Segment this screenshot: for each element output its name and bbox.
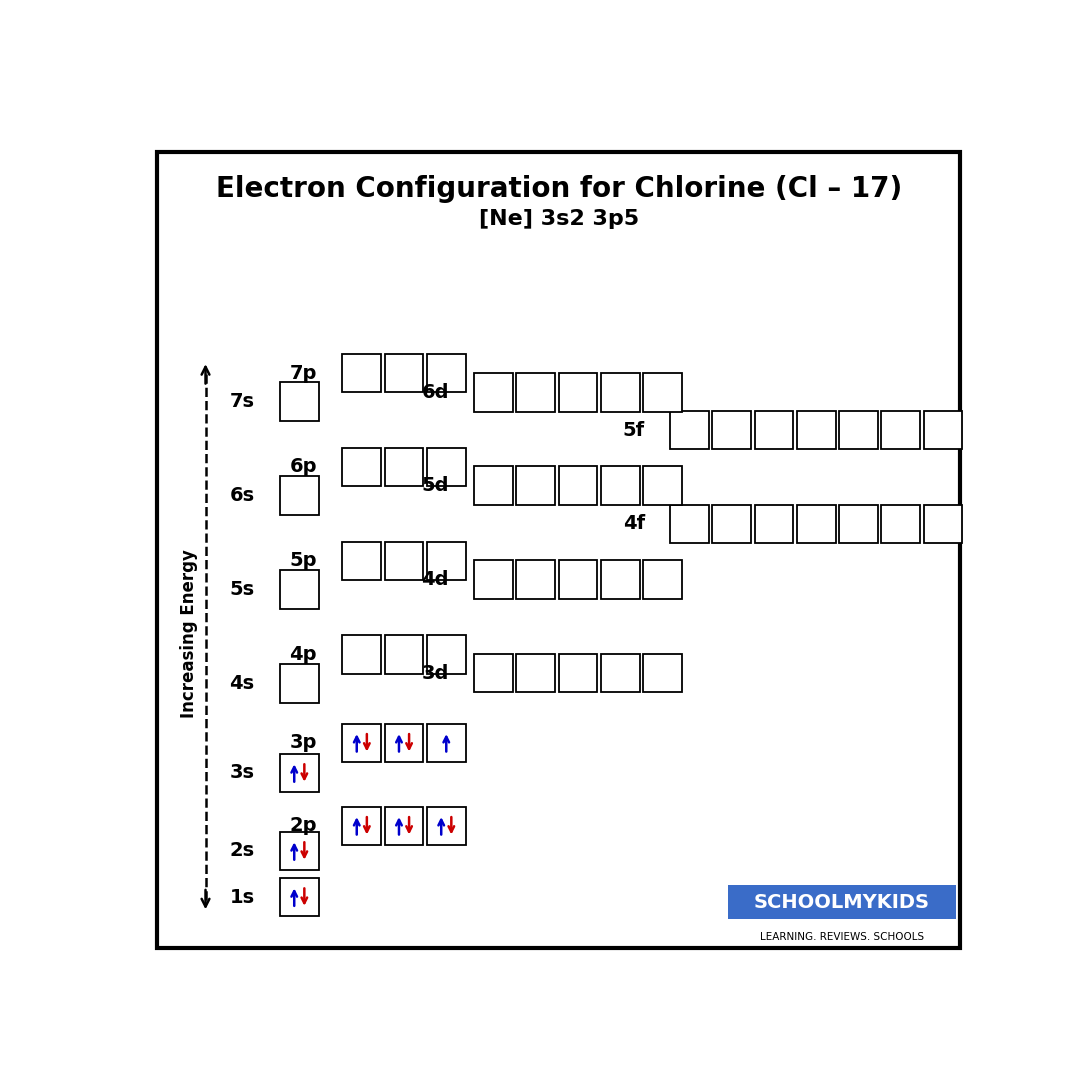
- Bar: [670, 504, 708, 543]
- Text: 7s: 7s: [230, 392, 255, 411]
- Text: 3s: 3s: [230, 763, 255, 783]
- Text: 7p: 7p: [290, 364, 317, 382]
- Bar: [342, 723, 381, 762]
- Text: 6p: 6p: [290, 457, 317, 476]
- Bar: [385, 448, 423, 486]
- Bar: [385, 807, 423, 845]
- Bar: [342, 636, 381, 674]
- Bar: [280, 878, 318, 916]
- Bar: [559, 374, 597, 412]
- Bar: [517, 374, 555, 412]
- Bar: [601, 560, 640, 599]
- Bar: [643, 466, 682, 504]
- Text: 2p: 2p: [290, 817, 317, 835]
- Bar: [839, 504, 877, 543]
- Text: 6d: 6d: [422, 383, 449, 402]
- Bar: [474, 560, 513, 599]
- Text: 4d: 4d: [422, 570, 449, 589]
- Text: 4p: 4p: [290, 646, 317, 664]
- Bar: [559, 466, 597, 504]
- Text: 5s: 5s: [229, 579, 255, 599]
- Bar: [280, 754, 318, 793]
- Bar: [474, 653, 513, 693]
- Bar: [754, 504, 794, 543]
- Bar: [643, 653, 682, 693]
- Bar: [643, 374, 682, 412]
- Bar: [923, 504, 962, 543]
- Bar: [427, 448, 465, 486]
- Bar: [839, 411, 877, 450]
- Bar: [754, 411, 794, 450]
- Bar: [342, 354, 381, 392]
- Bar: [385, 354, 423, 392]
- Bar: [280, 382, 318, 420]
- Text: Electron Configuration for Chlorine (Cl – 17): Electron Configuration for Chlorine (Cl …: [216, 175, 901, 204]
- Text: 4f: 4f: [622, 514, 645, 534]
- Text: [Ne] 3s2 3p5: [Ne] 3s2 3p5: [479, 209, 639, 229]
- Bar: [923, 411, 962, 450]
- Bar: [427, 541, 465, 580]
- Text: 3d: 3d: [422, 663, 449, 683]
- Bar: [517, 560, 555, 599]
- Bar: [713, 504, 751, 543]
- Text: 5f: 5f: [622, 420, 645, 440]
- Bar: [385, 723, 423, 762]
- Bar: [342, 807, 381, 845]
- Bar: [517, 653, 555, 693]
- Text: 1s: 1s: [229, 888, 255, 907]
- Text: 5d: 5d: [422, 476, 449, 494]
- Text: Increasing Energy: Increasing Energy: [180, 549, 197, 719]
- Bar: [427, 354, 465, 392]
- Bar: [559, 560, 597, 599]
- Bar: [797, 504, 836, 543]
- Bar: [342, 541, 381, 580]
- Bar: [474, 466, 513, 504]
- Bar: [280, 664, 318, 702]
- Bar: [728, 885, 956, 919]
- Bar: [601, 653, 640, 693]
- Text: SCHOOLMYKIDS: SCHOOLMYKIDS: [753, 893, 930, 911]
- Bar: [643, 560, 682, 599]
- Bar: [280, 476, 318, 515]
- Bar: [670, 411, 708, 450]
- Text: 2s: 2s: [229, 842, 255, 860]
- Bar: [517, 466, 555, 504]
- Bar: [280, 570, 318, 609]
- Bar: [601, 466, 640, 504]
- Text: 6s: 6s: [229, 486, 255, 505]
- Text: 3p: 3p: [290, 733, 317, 752]
- Text: 4s: 4s: [229, 674, 255, 693]
- Bar: [882, 504, 920, 543]
- Bar: [427, 636, 465, 674]
- Bar: [882, 411, 920, 450]
- Bar: [474, 374, 513, 412]
- Bar: [385, 541, 423, 580]
- Bar: [427, 723, 465, 762]
- Bar: [601, 374, 640, 412]
- Bar: [280, 832, 318, 870]
- Bar: [713, 411, 751, 450]
- Bar: [559, 653, 597, 693]
- Text: 5p: 5p: [290, 551, 317, 571]
- Bar: [342, 448, 381, 486]
- Text: LEARNING. REVIEWS. SCHOOLS: LEARNING. REVIEWS. SCHOOLS: [760, 932, 923, 942]
- Bar: [385, 636, 423, 674]
- Bar: [797, 411, 836, 450]
- Bar: [427, 807, 465, 845]
